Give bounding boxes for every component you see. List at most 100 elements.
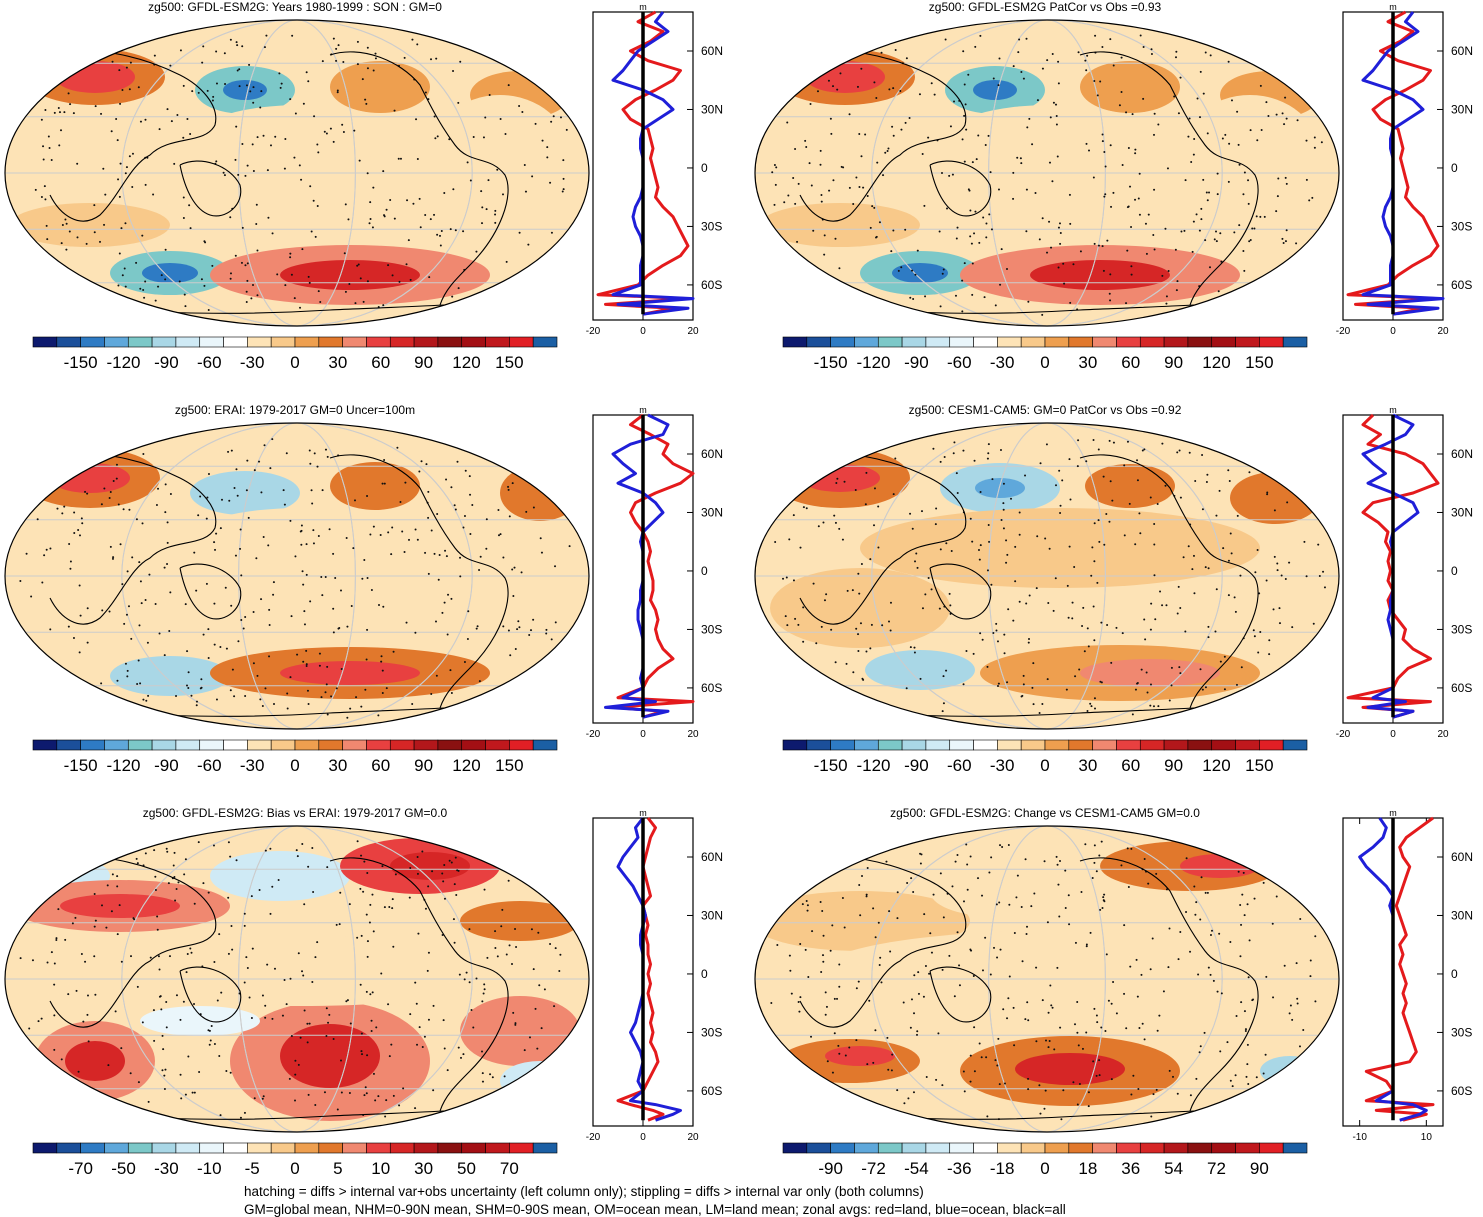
stipple-dot — [1199, 1045, 1202, 1048]
stipple-dot — [1192, 554, 1195, 557]
stipple-dot — [953, 441, 956, 444]
stipple-dot — [1206, 473, 1209, 476]
stipple-dot — [891, 1053, 894, 1056]
stipple-dot — [998, 57, 1001, 60]
stipple-dot — [190, 694, 193, 697]
stipple-dot — [462, 230, 465, 233]
stipple-dot — [866, 866, 869, 869]
stipple-dot — [381, 482, 384, 485]
stipple-dot — [1138, 172, 1141, 175]
stipple-dot — [1003, 633, 1006, 636]
stipple-dot — [869, 647, 872, 650]
stipple-dot — [970, 949, 973, 952]
stipple-dot — [324, 575, 327, 578]
stipple-dot — [144, 852, 147, 855]
stipple-dot — [366, 940, 369, 943]
stipple-dot — [911, 527, 914, 530]
stipple-dot — [354, 302, 357, 305]
stipple-dot — [1158, 1014, 1161, 1017]
stipple-dot — [245, 290, 248, 293]
stipple-dot — [349, 707, 352, 710]
stipple-dot — [996, 685, 999, 688]
stipple-dot — [1002, 502, 1005, 505]
stipple-dot — [104, 193, 107, 196]
stipple-dot — [272, 593, 275, 596]
stipple-dot — [321, 60, 324, 63]
stipple-dot — [963, 1090, 966, 1093]
stipple-dot — [301, 570, 304, 573]
stipple-dot — [501, 193, 504, 196]
anomaly-region — [1180, 854, 1260, 878]
stipple-dot — [857, 650, 860, 653]
stipple-dot — [345, 1000, 348, 1003]
stipple-dot — [1199, 918, 1202, 921]
colorbar-bin — [199, 1142, 224, 1154]
stipple-dot — [85, 242, 88, 245]
stipple-dot — [1149, 628, 1152, 631]
colorbar-bin — [318, 739, 343, 751]
stipple-dot — [481, 1000, 484, 1003]
stipple-dot — [1093, 844, 1096, 847]
stipple-dot — [114, 1010, 117, 1013]
stipple-dot — [505, 260, 508, 263]
map-border — [754, 19, 1340, 327]
stipple-dot — [1039, 1112, 1042, 1115]
stipple-dot — [1187, 135, 1190, 138]
stipple-dot — [940, 171, 943, 174]
stipple-dot — [532, 968, 535, 971]
stipple-dot — [981, 894, 984, 897]
colorbar-bin — [1163, 739, 1189, 751]
stipple-dot — [100, 904, 103, 907]
stipple-dot — [289, 519, 292, 522]
stipple-dot — [213, 643, 216, 646]
stipple-dot — [93, 925, 96, 928]
stipple-dot — [1039, 462, 1042, 465]
colorbar-bin — [56, 336, 81, 348]
stipple-dot — [158, 968, 161, 971]
stipple-dot — [430, 529, 433, 532]
stipple-dot — [288, 1077, 291, 1080]
stipple-dot — [305, 663, 308, 666]
stipple-dot — [430, 58, 433, 61]
stipple-dot — [123, 267, 126, 270]
stipple-dot — [416, 1043, 419, 1046]
colorbar-tick-label: 90 — [1250, 1159, 1269, 1178]
stipple-dot — [349, 1022, 352, 1025]
colorbar-bin — [223, 1142, 248, 1154]
stipple-dot — [888, 88, 891, 91]
colorbar-tick-label: -60 — [197, 353, 222, 372]
stipple-dot — [244, 615, 247, 618]
stipple-dot — [905, 687, 908, 690]
stipple-dot — [507, 629, 510, 632]
stipple-dot — [472, 1026, 475, 1029]
stipple-dot — [912, 297, 915, 300]
map-border — [754, 825, 1340, 1133]
stipple-dot — [1255, 215, 1258, 218]
stipple-dot — [838, 985, 841, 988]
stipple-dot — [1167, 966, 1170, 969]
stipple-dot — [1048, 1040, 1051, 1043]
stipple-dot — [833, 514, 836, 517]
stipple-dot — [385, 1099, 388, 1102]
stipple-dot — [475, 627, 478, 630]
stipple-dot — [808, 162, 811, 165]
stipple-dot — [391, 274, 394, 277]
colorbar-tick-label: -120 — [856, 756, 890, 775]
map-border — [4, 825, 590, 1133]
stipple-dot — [956, 931, 959, 934]
colorbar-bin — [127, 739, 153, 751]
stipple-dot — [1025, 188, 1028, 191]
colorbar-bin — [806, 739, 831, 751]
stipple-dot — [877, 921, 880, 924]
stipple-dot — [411, 702, 414, 705]
stipple-dot — [289, 98, 292, 101]
stipple-dot — [359, 277, 362, 280]
stipple-dot — [392, 1094, 395, 1097]
stipple-dot — [118, 904, 121, 907]
stipple-dot — [973, 1026, 976, 1029]
colorbar-bin — [1020, 739, 1046, 751]
stipple-dot — [821, 954, 824, 957]
stipple-dot — [935, 507, 938, 510]
colorbar-tick-label: 0 — [1040, 353, 1049, 372]
stipple-dot — [1176, 612, 1179, 615]
